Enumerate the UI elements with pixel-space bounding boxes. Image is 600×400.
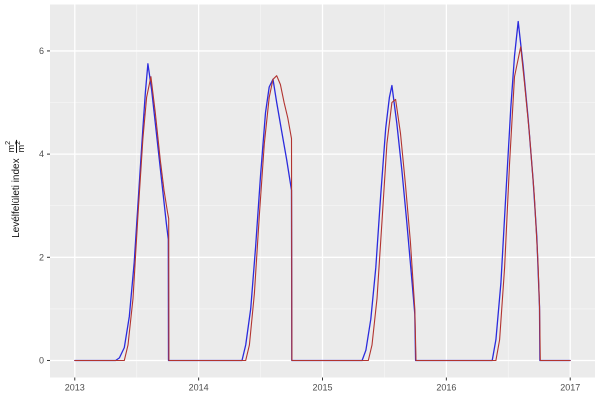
- y-axis-tick-label: 0: [39, 355, 44, 365]
- y-axis-tick-label: 4: [39, 149, 44, 159]
- x-axis-tick-label: 2015: [312, 383, 332, 393]
- series-line-measured-lai-red: [74, 46, 571, 362]
- x-axis-tick-label: 2014: [189, 383, 209, 393]
- x-axis-tick-label: 2017: [560, 383, 580, 393]
- x-axis-tick-label: 2016: [436, 383, 456, 393]
- y-axis-tick-label: 6: [39, 46, 44, 56]
- y-axis-tick-label: 2: [39, 252, 44, 262]
- x-axis-tick-label: 2013: [65, 383, 85, 393]
